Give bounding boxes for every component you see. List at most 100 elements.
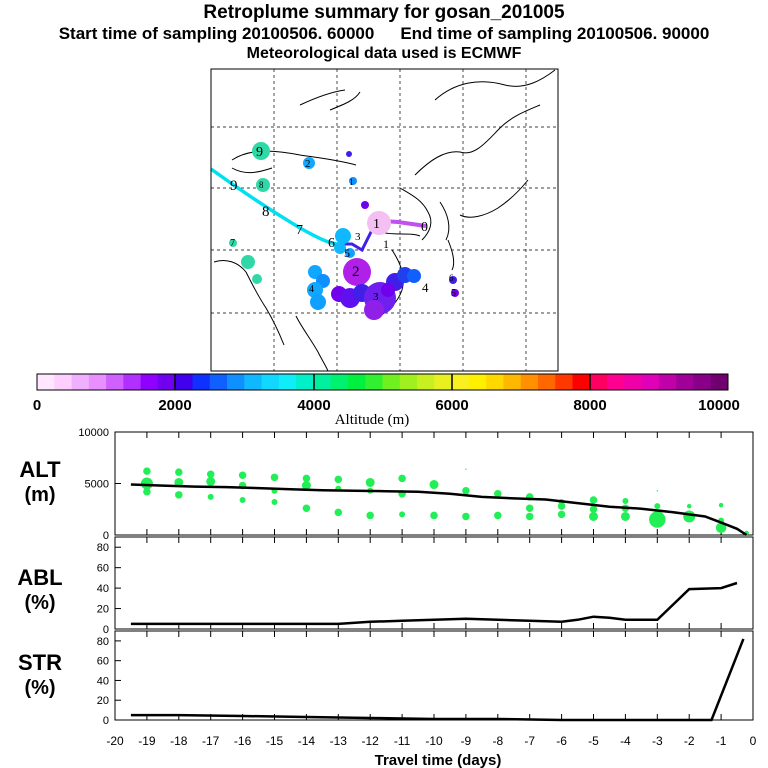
cluster-label-7: 7 — [230, 238, 235, 249]
alt-ylabel: ALT — [19, 457, 61, 482]
alt-scatter-point-27 — [429, 480, 439, 490]
x-tick-label-13: -7 — [524, 734, 535, 748]
plume-dot-28 — [381, 283, 395, 297]
colorbar-cell-6 — [140, 374, 159, 390]
plume-dot-24 — [407, 269, 421, 283]
alt-scatter — [140, 467, 749, 536]
str-ytick-label-3: 60 — [97, 656, 109, 668]
met-data-label: Meteorological data used is ECMWF — [246, 45, 522, 62]
colorbar-major-ticks — [174, 374, 591, 390]
colorbar-cell-26 — [486, 374, 504, 390]
trajectory-label-0: 0 — [421, 220, 428, 235]
alt-scatter-point-28 — [430, 511, 438, 520]
colorbar-cell-31 — [572, 374, 591, 390]
alt-scatter-point-36 — [525, 512, 534, 521]
chart-title: Retroplume summary for gosan_201005 — [203, 2, 565, 23]
colorbar-tick-4000: 4000 — [297, 397, 330, 414]
colorbar-cell-10 — [209, 374, 228, 390]
plume-dot-26 — [451, 289, 459, 297]
plume-dot-5 — [361, 201, 369, 209]
alt-series-line — [130, 483, 748, 537]
colorbar-cell-15 — [296, 374, 314, 390]
plume-dot-3 — [256, 178, 270, 192]
colorbar-cell-32 — [589, 374, 608, 390]
colorbar-tick-8000: 8000 — [573, 397, 606, 414]
alt-scatter-point-47 — [654, 503, 661, 510]
alt-scatter-point-46 — [656, 489, 659, 492]
x-tick-label-0: -20 — [106, 734, 124, 748]
plume-dot-27 — [364, 300, 384, 320]
x-tick-label-18: -2 — [684, 734, 695, 748]
x-tick-label-14: -6 — [556, 734, 567, 748]
alt-yticks: 0 5000 10000 — [78, 427, 121, 542]
plume-dot-17 — [310, 294, 326, 310]
colorbar-cell-33 — [607, 374, 625, 390]
colorbar-cell-21 — [399, 374, 418, 390]
alt-scatter-point-49 — [686, 503, 692, 509]
colorbar-cell-8 — [175, 374, 193, 390]
cluster-label-6: 6 — [449, 273, 454, 283]
colorbar-label: Altitude (m) — [335, 412, 410, 428]
colorbar-cell-34 — [624, 374, 643, 390]
x-tick-label-3: -17 — [202, 734, 220, 748]
abl-panel: ABL (%) 0 20 40 60 80 — [17, 536, 754, 636]
alt-scatter-point-24 — [398, 474, 406, 483]
x-tick-label-12: -8 — [492, 734, 503, 748]
abl-ytick-label-1: 20 — [97, 604, 109, 616]
plume-dot-10 — [345, 248, 355, 258]
colorbar-cell-20 — [382, 374, 401, 390]
plume-dot-11 — [343, 258, 371, 286]
x-tick-label-11: -9 — [461, 734, 472, 748]
colorbar-cell-18 — [347, 374, 366, 390]
x-tick-label-9: -11 — [394, 734, 411, 748]
plume-dot-13 — [252, 274, 262, 284]
alt-scatter-point-41 — [589, 505, 598, 513]
alt-scatter-point-12 — [270, 473, 279, 482]
str-ytick-label-2: 40 — [97, 675, 109, 687]
cluster-label-1: 1 — [349, 177, 354, 187]
colorbar-cell-3 — [88, 374, 107, 390]
str-panel-frame — [114, 630, 754, 721]
alt-scatter-point-5 — [175, 491, 183, 499]
alt-scatter-point-0 — [143, 467, 151, 475]
colorbar-cell-25 — [468, 374, 487, 390]
colorbar-cell-36 — [658, 374, 677, 390]
alt-scatter-point-6 — [206, 470, 215, 478]
alt-scatter-point-29 — [465, 468, 467, 470]
coastlines — [213, 69, 556, 372]
alt-scatter-point-26 — [399, 511, 406, 518]
str-ytick-label-0: 0 — [103, 715, 109, 727]
colorbar-cell-13 — [261, 374, 280, 390]
sampling-times: Start time of sampling 20100506. 60000 En… — [0, 24, 768, 44]
cluster-label-3: 3 — [373, 291, 379, 303]
alt-scatter-point-33 — [494, 511, 502, 520]
colorbar-tick-0: 0 — [33, 397, 41, 414]
trajectory-label-5: 5 — [344, 246, 350, 260]
abl-yunit: (%) — [24, 592, 55, 614]
alt-scatter-point-32 — [494, 490, 502, 498]
cluster-label-2: 2 — [305, 158, 311, 170]
alt-scatter-point-18 — [334, 475, 343, 484]
plume-dots — [229, 142, 459, 320]
abl-series-line — [130, 581, 738, 626]
str-ytick-label-1: 20 — [97, 695, 109, 707]
alt-scatter-point-21 — [365, 477, 375, 487]
colorbar-cell-7 — [157, 374, 176, 390]
abl-panel-frame — [114, 536, 754, 630]
trajectory-label-6: 6 — [328, 236, 335, 251]
abl-ytick-label-2: 40 — [97, 583, 109, 595]
alt-scatter-point-2 — [143, 487, 151, 496]
trajectory-label-9: 9 — [230, 178, 238, 194]
alt-scatter-point-43 — [622, 498, 629, 505]
alt-scatter-point-35 — [525, 504, 534, 512]
alt-scatter-point-16 — [301, 481, 311, 491]
x-tick-label-2: -18 — [170, 734, 188, 748]
alt-ytick-label-1: 5000 — [85, 479, 109, 491]
alt-scatter-point-42 — [589, 511, 598, 521]
colorbar-cell-23 — [434, 374, 453, 390]
map-border — [210, 68, 559, 372]
trajectory-label-7: 7 — [296, 223, 303, 238]
cluster-label-8: 8 — [259, 180, 264, 190]
colorbar-cell-29 — [537, 374, 556, 390]
